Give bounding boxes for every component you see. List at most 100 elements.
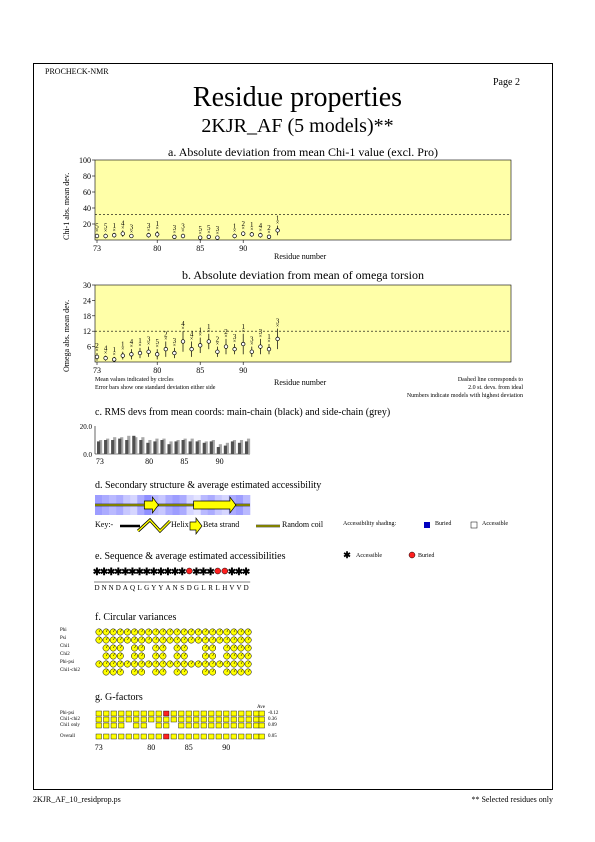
deviation-marker: ×	[190, 336, 193, 342]
circular-variance-needle	[148, 661, 151, 665]
deviation-marker: ×	[138, 343, 141, 349]
sequence-letter: R	[208, 584, 213, 592]
g-factor-cell	[185, 710, 192, 717]
deviation-marker: ×	[207, 329, 210, 335]
sequence-letter: G	[144, 584, 149, 592]
circular-variance-needle	[162, 629, 165, 633]
cv-row-label: Phi	[60, 628, 67, 633]
circular-variance-needle	[212, 637, 215, 641]
circular-variance-needle	[155, 637, 158, 641]
circular-variance-needle	[105, 637, 108, 641]
circular-variance-needle	[176, 653, 179, 657]
circular-variance-needle	[191, 629, 194, 633]
circular-variance-needle	[247, 653, 250, 657]
main-chain-bar	[188, 441, 192, 454]
side-chain-bar	[225, 442, 229, 454]
model-number-label: 1	[155, 220, 159, 228]
circular-variance-needle	[134, 661, 137, 665]
g-factor-cell	[140, 710, 147, 717]
circular-variance-needle	[212, 645, 215, 649]
key-label: Key:-	[95, 520, 114, 529]
g-factor-average-cell	[258, 716, 265, 723]
mean-point	[206, 234, 211, 239]
g-factor-cell	[103, 710, 110, 717]
sequence-letter: S	[180, 584, 184, 592]
g-factor-cell	[253, 716, 260, 723]
g-factor-cell	[215, 716, 222, 723]
deviation-marker: ×	[207, 230, 210, 236]
g-factor-cell	[178, 716, 185, 723]
mean-point	[129, 233, 134, 239]
main-chain-bar	[244, 441, 249, 454]
model-number-label: 5	[155, 338, 159, 346]
mean-point	[275, 336, 280, 342]
g-factor-average-cell	[258, 710, 265, 717]
side-chain-bar	[162, 438, 166, 454]
sequence-letter: L	[201, 584, 205, 592]
gf-overall-value: 0.05	[268, 734, 277, 739]
circular-variance-needle	[226, 669, 229, 673]
side-chain-bar	[134, 437, 138, 454]
accessible-residue-marker: ✱	[114, 567, 123, 578]
circular-variance-needle	[112, 637, 115, 641]
circular-variance-needle	[155, 669, 158, 673]
main-chain-bar	[167, 444, 171, 454]
g-factor-overall-cell	[163, 733, 170, 740]
main-chain-bar	[216, 447, 220, 454]
side-chain-bar	[120, 437, 124, 454]
circular-variance-needle	[112, 669, 115, 673]
circular-variance-needle	[120, 653, 123, 657]
cv-row-label: Chi1	[60, 644, 70, 649]
circular-variance-needle	[134, 637, 137, 641]
side-chain-bar	[113, 437, 117, 454]
circular-variance-needle	[148, 629, 151, 633]
mean-point	[120, 231, 125, 236]
g-factor-overall-cell	[103, 733, 110, 740]
side-chain-bar	[141, 437, 145, 454]
accessible-residue-marker: ✱	[135, 567, 144, 578]
gf-row-value: 0.36	[268, 717, 277, 722]
model-number-label: 1	[276, 215, 280, 223]
accessible-residue-marker: ✱	[171, 567, 180, 578]
mean-point	[266, 234, 272, 239]
circular-variance-needle	[162, 661, 165, 665]
panel-c-y-tick-label: 0.0	[83, 451, 92, 459]
panel-c-title: c. RMS devs from mean coords: main-chain…	[95, 407, 391, 418]
model-number-label: 2	[224, 328, 228, 336]
g-factor-cell	[95, 710, 102, 717]
sequence-letter: D	[94, 584, 99, 592]
model-number-label: 5	[207, 224, 211, 232]
g-factor-cell	[230, 722, 237, 729]
page-number: Page 2	[493, 77, 520, 88]
g-factor-overall-cell	[178, 733, 185, 740]
g-factor-overall-cell	[118, 733, 125, 740]
model-number-label: 1	[138, 337, 142, 345]
panel-a-y-tick-label: 40	[83, 204, 91, 213]
mean-point	[137, 350, 143, 356]
program-label: PROCHECK-NMR	[45, 67, 109, 76]
circular-variance-needle	[205, 669, 208, 673]
deviation-marker: ×	[121, 347, 124, 353]
model-number-label: 2	[95, 342, 99, 350]
panel-b-y-tick-label: 18	[83, 312, 91, 321]
model-number-label: 3	[259, 328, 263, 336]
main-chain-bar	[125, 440, 129, 454]
mean-point	[112, 357, 117, 362]
g-factor-cell	[223, 716, 230, 723]
accessible-residue-marker: ✱	[143, 567, 152, 578]
deviation-marker: ×	[267, 339, 270, 345]
model-number-label: 3	[147, 222, 151, 230]
key-helix-fill	[137, 518, 171, 533]
model-number-label: 1	[112, 222, 116, 230]
buried-legend-marker	[408, 551, 416, 559]
accessible-residue-marker: ✱	[242, 567, 251, 578]
main-chain-bar	[104, 440, 108, 454]
sequence-letter: N	[102, 584, 107, 592]
mean-point	[155, 352, 160, 357]
model-number-label: 4	[104, 345, 108, 353]
model-number-label: 1	[121, 341, 125, 349]
deviation-marker: ×	[164, 336, 167, 342]
circular-variance-needle	[183, 653, 186, 657]
main-chain-bar	[146, 442, 150, 454]
deviation-marker: ×	[147, 342, 150, 348]
